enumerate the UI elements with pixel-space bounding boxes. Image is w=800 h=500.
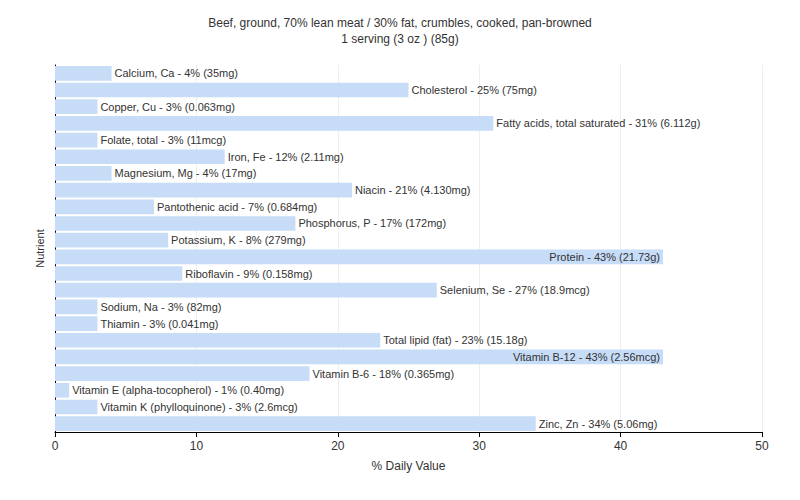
svg-text:40: 40	[614, 439, 628, 453]
svg-text:Magnesium, Mg - 4% (17mg): Magnesium, Mg - 4% (17mg)	[115, 167, 257, 179]
svg-text:Cholesterol - 25% (75mg): Cholesterol - 25% (75mg)	[412, 84, 537, 96]
svg-text:Pantothenic acid - 7% (0.684mg: Pantothenic acid - 7% (0.684mg)	[157, 201, 317, 213]
svg-text:Riboflavin - 9% (0.158mg): Riboflavin - 9% (0.158mg)	[185, 268, 312, 280]
svg-text:Folate, total - 3% (11mcg): Folate, total - 3% (11mcg)	[100, 134, 226, 146]
svg-text:50: 50	[755, 439, 769, 453]
svg-text:Selenium, Se - 27% (18.9mcg): Selenium, Se - 27% (18.9mcg)	[440, 284, 590, 296]
svg-text:Sodium, Na - 3% (82mg): Sodium, Na - 3% (82mg)	[100, 301, 221, 313]
svg-text:Beef, ground, 70% lean meat /: Beef, ground, 70% lean meat / 30% fat, c…	[208, 16, 592, 30]
svg-text:Thiamin - 3% (0.041mg): Thiamin - 3% (0.041mg)	[100, 318, 218, 330]
svg-text:Potassium, K - 8% (279mg): Potassium, K - 8% (279mg)	[171, 234, 306, 246]
svg-text:Copper, Cu - 3% (0.063mg): Copper, Cu - 3% (0.063mg)	[100, 101, 235, 113]
svg-text:Phosphorus, P - 17% (172mg): Phosphorus, P - 17% (172mg)	[298, 217, 446, 229]
svg-text:Total lipid (fat) - 23% (15.18: Total lipid (fat) - 23% (15.18g)	[383, 334, 527, 346]
svg-text:Vitamin B-6 - 18% (0.365mg): Vitamin B-6 - 18% (0.365mg)	[313, 368, 455, 380]
svg-text:Niacin - 21% (4.130mg): Niacin - 21% (4.130mg)	[355, 184, 471, 196]
svg-text:% Daily Value: % Daily Value	[372, 459, 446, 473]
svg-text:1 serving (3 oz ) (85g): 1 serving (3 oz ) (85g)	[341, 32, 458, 46]
svg-text:Zinc, Zn - 34% (5.06mg): Zinc, Zn - 34% (5.06mg)	[539, 418, 658, 430]
svg-text:30: 30	[473, 439, 487, 453]
svg-text:Fatty acids, total saturated -: Fatty acids, total saturated - 31% (6.11…	[496, 117, 700, 129]
svg-text:Vitamin E (alpha-tocopherol) -: Vitamin E (alpha-tocopherol) - 1% (0.40m…	[72, 384, 284, 396]
svg-text:20: 20	[331, 439, 345, 453]
svg-text:Iron, Fe - 12% (2.11mg): Iron, Fe - 12% (2.11mg)	[228, 151, 344, 163]
svg-text:Vitamin K (phylloquinone) - 3%: Vitamin K (phylloquinone) - 3% (2.6mcg)	[100, 401, 297, 413]
svg-text:Nutrient: Nutrient	[34, 229, 46, 268]
svg-text:Vitamin B-12 - 43% (2.56mcg): Vitamin B-12 - 43% (2.56mcg)	[513, 351, 660, 363]
svg-text:10: 10	[190, 439, 204, 453]
svg-text:0: 0	[52, 439, 59, 453]
svg-text:Calcium, Ca - 4% (35mg): Calcium, Ca - 4% (35mg)	[115, 67, 238, 79]
svg-text:Protein - 43% (21.73g): Protein - 43% (21.73g)	[549, 251, 660, 263]
